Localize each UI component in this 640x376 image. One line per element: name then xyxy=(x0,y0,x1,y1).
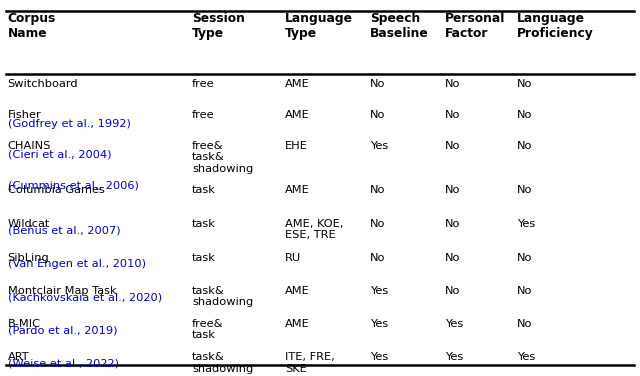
Text: free&
task: free& task xyxy=(192,319,223,340)
Text: task: task xyxy=(192,253,216,263)
Text: No: No xyxy=(445,185,460,195)
Text: AME: AME xyxy=(285,110,310,120)
Text: CHAINS: CHAINS xyxy=(8,141,51,151)
Text: Corpus
Name: Corpus Name xyxy=(8,12,56,40)
Text: No: No xyxy=(445,286,460,296)
Text: (Kachkovskaia et al., 2020): (Kachkovskaia et al., 2020) xyxy=(8,293,162,303)
Text: free&
task&
shadowing: free& task& shadowing xyxy=(192,141,253,174)
Text: Switchboard: Switchboard xyxy=(8,79,78,89)
Text: (Weise et al., 2022): (Weise et al., 2022) xyxy=(8,359,118,369)
Text: Montclair Map Task: Montclair Map Task xyxy=(8,286,116,296)
Text: Yes: Yes xyxy=(445,319,463,329)
Text: Language
Type: Language Type xyxy=(285,12,353,40)
Text: AME: AME xyxy=(285,319,310,329)
Text: (Beňuš et al., 2007): (Beňuš et al., 2007) xyxy=(8,225,120,236)
Text: No: No xyxy=(370,79,385,89)
Text: task: task xyxy=(192,219,216,229)
Text: AME, KOE,
ESE, TRE: AME, KOE, ESE, TRE xyxy=(285,219,343,240)
Text: (Pardo et al., 2019): (Pardo et al., 2019) xyxy=(8,326,117,336)
Text: ART: ART xyxy=(8,352,29,362)
Text: No: No xyxy=(370,253,385,263)
Text: Yes: Yes xyxy=(370,286,388,296)
Text: free: free xyxy=(192,110,214,120)
Text: No: No xyxy=(445,110,460,120)
Text: B-MIC: B-MIC xyxy=(8,319,41,329)
Text: Yes: Yes xyxy=(517,352,536,362)
Text: Columbia Games: Columbia Games xyxy=(8,185,104,195)
Text: (Cummins et al., 2006): (Cummins et al., 2006) xyxy=(8,181,138,191)
Text: Personal
Factor: Personal Factor xyxy=(445,12,505,40)
Text: No: No xyxy=(517,286,532,296)
Text: (Cieri et al., 2004): (Cieri et al., 2004) xyxy=(8,150,111,160)
Text: task: task xyxy=(192,185,216,195)
Text: Yes: Yes xyxy=(370,352,388,362)
Text: (Godfrey et al., 1992): (Godfrey et al., 1992) xyxy=(8,119,131,129)
Text: task&
shadowing: task& shadowing xyxy=(192,286,253,307)
Text: Fisher: Fisher xyxy=(8,110,42,120)
Text: free: free xyxy=(192,79,214,89)
Text: AME: AME xyxy=(285,185,310,195)
Text: task&
shadowing: task& shadowing xyxy=(192,352,253,373)
Text: AME: AME xyxy=(285,286,310,296)
Text: No: No xyxy=(517,319,532,329)
Text: Yes: Yes xyxy=(445,352,463,362)
Text: Speech
Baseline: Speech Baseline xyxy=(370,12,429,40)
Text: No: No xyxy=(370,110,385,120)
Text: Yes: Yes xyxy=(517,219,536,229)
Text: Yes: Yes xyxy=(370,141,388,151)
Text: No: No xyxy=(445,219,460,229)
Text: No: No xyxy=(445,253,460,263)
Text: No: No xyxy=(445,79,460,89)
Text: (Van Engen et al., 2010): (Van Engen et al., 2010) xyxy=(8,259,146,269)
Text: Session
Type: Session Type xyxy=(192,12,245,40)
Text: No: No xyxy=(370,219,385,229)
Text: No: No xyxy=(517,185,532,195)
Text: No: No xyxy=(517,253,532,263)
Text: RU: RU xyxy=(285,253,301,263)
Text: Yes: Yes xyxy=(370,319,388,329)
Text: SibLing: SibLing xyxy=(8,253,49,263)
Text: Wildcat: Wildcat xyxy=(8,219,50,229)
Text: No: No xyxy=(370,185,385,195)
Text: ITE, FRE,
SKE: ITE, FRE, SKE xyxy=(285,352,335,373)
Text: Language
Proficiency: Language Proficiency xyxy=(517,12,594,40)
Text: No: No xyxy=(445,141,460,151)
Text: No: No xyxy=(517,110,532,120)
Text: EHE: EHE xyxy=(285,141,308,151)
Text: No: No xyxy=(517,79,532,89)
Text: No: No xyxy=(517,141,532,151)
Text: AME: AME xyxy=(285,79,310,89)
